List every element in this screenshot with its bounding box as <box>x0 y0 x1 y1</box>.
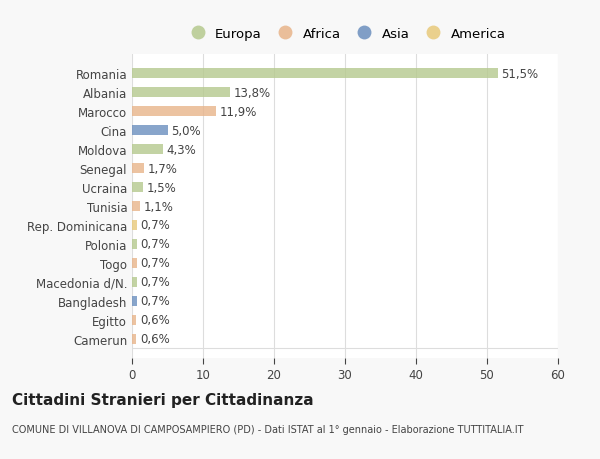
Text: 1,1%: 1,1% <box>143 200 173 213</box>
Text: 5,0%: 5,0% <box>171 124 200 137</box>
Text: 0,7%: 0,7% <box>140 295 170 308</box>
Bar <box>132 106 217 117</box>
Text: 0,7%: 0,7% <box>140 257 170 270</box>
Bar <box>132 315 136 325</box>
Legend: Europa, Africa, Asia, America: Europa, Africa, Asia, America <box>179 22 511 46</box>
Text: Cittadini Stranieri per Cittadinanza: Cittadini Stranieri per Cittadinanza <box>12 392 314 408</box>
Text: COMUNE DI VILLANOVA DI CAMPOSAMPIERO (PD) - Dati ISTAT al 1° gennaio - Elaborazi: COMUNE DI VILLANOVA DI CAMPOSAMPIERO (PD… <box>12 425 523 435</box>
Text: 11,9%: 11,9% <box>220 106 257 118</box>
Bar <box>132 220 137 231</box>
Text: 0,7%: 0,7% <box>140 219 170 232</box>
Text: 51,5%: 51,5% <box>501 67 538 80</box>
Bar <box>132 145 163 155</box>
Text: 13,8%: 13,8% <box>233 86 271 100</box>
Text: 0,7%: 0,7% <box>140 238 170 251</box>
Bar <box>132 126 167 136</box>
Bar <box>132 258 137 269</box>
Bar <box>132 182 143 193</box>
Text: 1,5%: 1,5% <box>146 181 176 194</box>
Bar <box>132 202 140 212</box>
Text: 0,6%: 0,6% <box>140 333 170 346</box>
Bar <box>132 239 137 250</box>
Bar <box>132 69 497 79</box>
Text: 1,7%: 1,7% <box>148 162 178 175</box>
Text: 4,3%: 4,3% <box>166 143 196 156</box>
Text: 0,7%: 0,7% <box>140 276 170 289</box>
Bar <box>132 334 136 344</box>
Bar <box>132 277 137 287</box>
Bar <box>132 88 230 98</box>
Bar <box>132 163 144 174</box>
Bar <box>132 296 137 307</box>
Text: 0,6%: 0,6% <box>140 313 170 327</box>
